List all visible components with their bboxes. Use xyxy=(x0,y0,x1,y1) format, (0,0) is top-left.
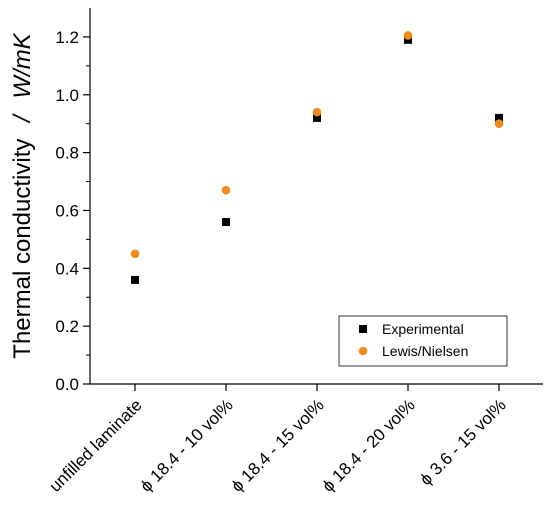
legend-label-lewis-nielsen: Lewis/Nielsen xyxy=(382,343,468,359)
y-tick-label-1: 0.2 xyxy=(55,317,79,336)
point-series0-4 xyxy=(495,113,503,122)
y-ticks: 0.0 0.2 0.4 0.6 0.8 1.0 1.2 xyxy=(55,28,90,394)
x-tick-label-4: ϕ 3.6 - 15 vol% xyxy=(416,395,510,489)
x-tick-label-3: ϕ 18.4 - 20 vol% xyxy=(318,395,418,495)
x-tick-label-2: ϕ 18.4 - 15 vol% xyxy=(227,395,327,495)
point-series0-2 xyxy=(313,113,321,122)
point-series1-4 xyxy=(494,119,504,128)
y-tick-label-3: 0.6 xyxy=(55,201,79,220)
legend: Experimental Lewis/Nielsen xyxy=(338,315,508,367)
y-tick-label-5: 1.0 xyxy=(55,86,79,105)
legend-label-experimental: Experimental xyxy=(382,321,464,337)
y-tick-label-0: 0.0 xyxy=(55,375,79,394)
point-series1-3 xyxy=(403,31,413,40)
point-series0-1 xyxy=(222,218,230,227)
data-points xyxy=(130,31,504,284)
y-axis-label-separator: / xyxy=(9,113,36,124)
point-series0-3 xyxy=(404,35,412,44)
legend-marker-experimental xyxy=(359,325,367,333)
y-axis-label-quantity: Thermal conductivity xyxy=(9,139,36,359)
y-tick-label-6: 1.2 xyxy=(55,28,79,47)
y-tick-label-2: 0.4 xyxy=(55,259,79,278)
x-tick-label-1: ϕ 18.4 - 10 vol% xyxy=(136,395,236,495)
point-series1-2 xyxy=(312,107,322,117)
y-axis-label-unit: W/mK xyxy=(9,32,36,98)
legend-box xyxy=(338,315,508,367)
y-axis-label: Thermal conductivity / W/mK xyxy=(9,32,36,358)
point-series1-0 xyxy=(130,249,140,259)
point-series0-0 xyxy=(131,275,139,284)
x-tick-label-0: unfilled laminate xyxy=(46,395,146,495)
y-tick-label-4: 0.8 xyxy=(55,144,79,163)
legend-marker-lewis-nielsen xyxy=(358,346,368,356)
point-series1-1 xyxy=(221,185,231,195)
